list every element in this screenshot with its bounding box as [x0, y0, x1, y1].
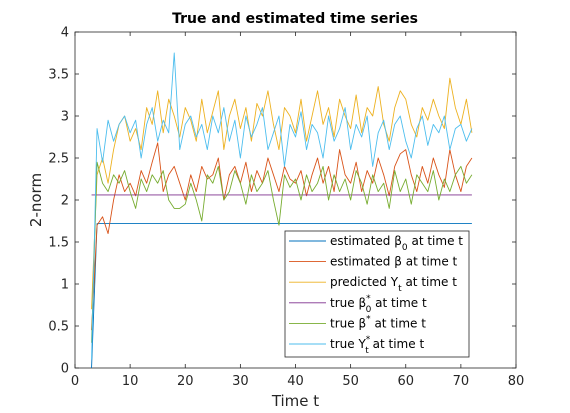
y-tick-label: 1	[61, 278, 69, 293]
legend-suffix: at time t	[402, 255, 458, 269]
legend-suffix: at time t	[369, 337, 425, 351]
y-tick-label: 2	[61, 194, 69, 209]
legend-subscript: 0	[402, 243, 408, 253]
legend-suffix: at time t	[371, 316, 427, 330]
x-tick-label: 40	[287, 374, 304, 389]
legend-suffix: at time t	[371, 296, 427, 310]
legend-prefix: predicted	[330, 275, 391, 289]
series-line-5	[91, 161, 473, 343]
chart-title: True and estimated time series	[172, 11, 418, 27]
legend-entry-4: true β* 0 at time t	[330, 294, 427, 315]
tick-layer: 0 10 20 30 40 50 60 70 80 0 0.5 1 1.5 2 2.5 3 3.5 4	[48, 26, 524, 390]
y-tick-label: 1.5	[48, 236, 69, 251]
legend-suffix: at time t	[408, 234, 464, 248]
series-line-2	[91, 142, 473, 331]
x-tick-label: 0	[71, 374, 79, 389]
series-line-3	[91, 77, 473, 310]
legend-symbol: β	[394, 234, 402, 248]
legend-entry-3: predicted Yt at time t	[330, 275, 457, 294]
y-tick-label: 0	[61, 362, 69, 377]
y-axis-label: 2-norm	[27, 173, 45, 227]
x-axis-label: Time t	[271, 392, 319, 410]
series-layer	[91, 52, 473, 369]
x-tick-label: 70	[453, 374, 470, 389]
legend-symbol: Y	[357, 337, 366, 351]
legend-subscript: t	[365, 346, 369, 356]
legend-entry-2: estimated β at time t	[330, 255, 458, 269]
legend-prefix: estimated	[330, 255, 394, 269]
legend-symbol: β	[394, 255, 402, 269]
x-tick-label: 10	[122, 374, 139, 389]
legend-entry-1: estimated β0 at time t	[330, 234, 463, 253]
x-tick-label: 50	[342, 374, 359, 389]
x-tick-label: 80	[508, 374, 525, 389]
legend-subscript: 0	[366, 305, 372, 315]
legend-symbol: β	[358, 296, 366, 310]
legend-suffix: at time t	[402, 275, 458, 289]
legend-entry-5: true β* at time t	[330, 314, 426, 330]
legend-superscript: *	[366, 294, 371, 304]
legend-entry-6: true Y* t at time t	[330, 335, 424, 356]
x-tick-label: 60	[397, 374, 414, 389]
y-tick-label: 2.5	[48, 152, 69, 167]
legend-prefix: true	[330, 337, 358, 351]
legend-superscript: *	[366, 335, 371, 345]
legend-prefix: true	[330, 296, 358, 310]
series-line-6	[91, 52, 473, 360]
legend-subscript: t	[398, 284, 402, 294]
y-tick-label: 0.5	[48, 320, 69, 335]
legend-symbol: Y	[390, 275, 399, 289]
series-line-1	[91, 223, 472, 369]
legend-symbol: β	[358, 316, 366, 330]
legend-prefix: true	[330, 316, 358, 330]
legend-prefix: estimated	[330, 234, 394, 248]
x-tick-label: 20	[177, 374, 194, 389]
y-tick-label: 3	[61, 110, 69, 125]
y-tick-label: 3.5	[48, 68, 69, 83]
x-tick-label: 30	[232, 374, 249, 389]
legend-box	[284, 230, 470, 358]
legend-superscript: *	[366, 314, 371, 324]
y-tick-label: 4	[61, 26, 69, 41]
